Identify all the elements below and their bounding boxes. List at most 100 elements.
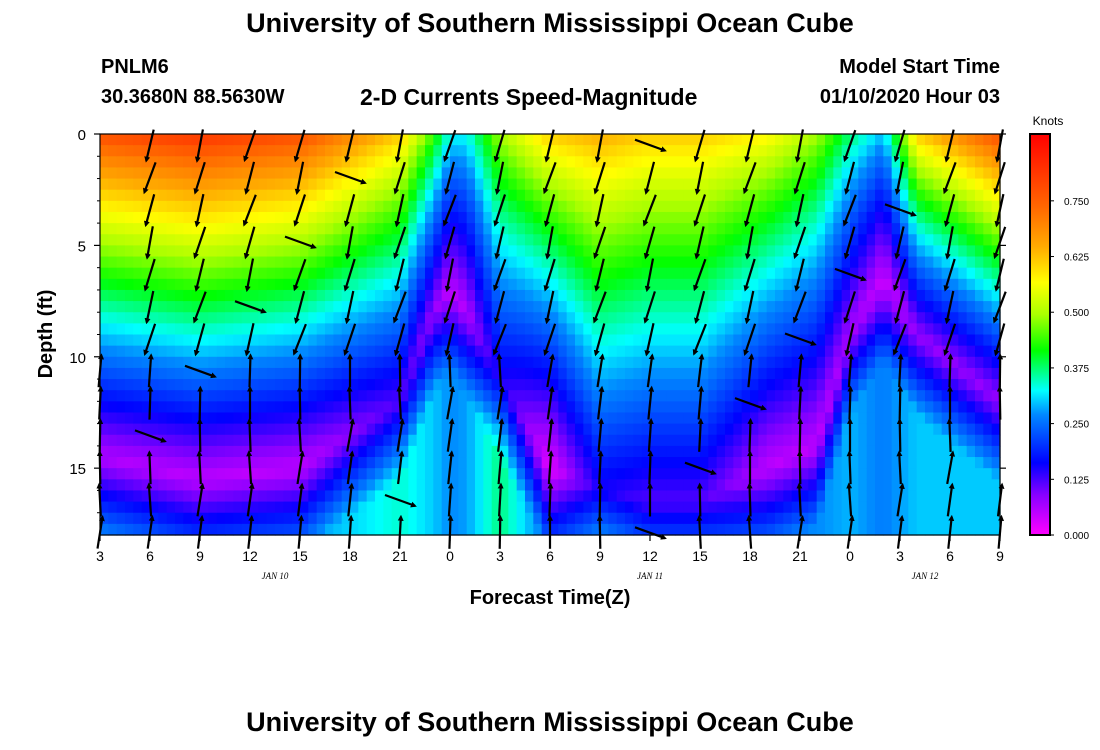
heatmap-cell bbox=[691, 390, 701, 402]
heatmap-cell bbox=[308, 412, 318, 425]
heatmap-cell bbox=[800, 145, 809, 157]
heatmap-cell bbox=[633, 301, 643, 313]
current-vector bbox=[893, 129, 906, 163]
heatmap-cell bbox=[325, 134, 334, 146]
heatmap-cell bbox=[791, 289, 801, 302]
heatmap-cell bbox=[575, 234, 584, 246]
heatmap-cell bbox=[416, 445, 426, 458]
heatmap-cell bbox=[666, 178, 676, 191]
heatmap-cell bbox=[116, 412, 126, 425]
colorbar-tick-label: 0.250 bbox=[1064, 420, 1089, 431]
heatmap-cell bbox=[900, 401, 909, 414]
heatmap-cell bbox=[400, 523, 409, 536]
heatmap-cell bbox=[933, 234, 943, 246]
heatmap-cell bbox=[283, 356, 293, 369]
heatmap-cell bbox=[758, 523, 768, 536]
heatmap-cell bbox=[225, 323, 234, 336]
heatmap-cell bbox=[425, 189, 434, 202]
heatmap-cell bbox=[900, 145, 909, 157]
heatmap-cell bbox=[108, 223, 118, 235]
heatmap-cell bbox=[558, 167, 568, 180]
heatmap-cell bbox=[533, 356, 543, 369]
heatmap-cell bbox=[358, 211, 368, 224]
heatmap-cell bbox=[233, 401, 243, 414]
heatmap-cell bbox=[991, 234, 1001, 246]
heatmap-cell bbox=[608, 178, 618, 191]
heatmap-cell bbox=[416, 334, 426, 347]
heatmap-cell bbox=[833, 401, 843, 414]
heatmap-cell bbox=[883, 323, 893, 336]
heatmap-cell bbox=[716, 445, 726, 458]
heatmap-cell bbox=[558, 289, 568, 302]
heatmap-cell bbox=[466, 267, 476, 280]
heatmap-cell bbox=[408, 323, 418, 336]
heatmap-cell bbox=[291, 445, 301, 458]
current-vector bbox=[346, 385, 353, 420]
heatmap-cell bbox=[483, 323, 493, 336]
current-vector bbox=[494, 290, 506, 325]
heatmap-cell bbox=[333, 289, 343, 302]
heatmap-cell bbox=[541, 234, 551, 246]
heatmap-cell bbox=[566, 289, 576, 302]
heatmap-cell bbox=[958, 167, 968, 180]
heatmap-cell bbox=[883, 501, 893, 514]
current-vector bbox=[684, 461, 717, 476]
heatmap-cell bbox=[316, 490, 326, 503]
heatmap-cell bbox=[858, 145, 868, 157]
heatmap-cell bbox=[433, 512, 443, 525]
heatmap-cell bbox=[400, 401, 409, 414]
heatmap-cell bbox=[216, 312, 226, 324]
heatmap-cell bbox=[600, 457, 609, 469]
heatmap-cell bbox=[358, 367, 368, 380]
heatmap-cell bbox=[583, 501, 593, 514]
heatmap-cell bbox=[941, 512, 951, 525]
heatmap-cell bbox=[125, 156, 134, 169]
heatmap-cell bbox=[908, 256, 918, 269]
heatmap-cell bbox=[875, 223, 884, 235]
heatmap-cell bbox=[375, 356, 384, 369]
x-tick-label: 0 bbox=[446, 548, 454, 564]
heatmap-cell bbox=[341, 523, 351, 536]
heatmap-cell bbox=[491, 256, 501, 269]
heatmap-cell bbox=[100, 289, 109, 302]
heatmap-cell bbox=[858, 278, 868, 291]
heatmap-cell bbox=[325, 211, 334, 224]
heatmap-cell bbox=[516, 301, 526, 313]
heatmap-cell bbox=[191, 189, 201, 202]
heatmap-cell bbox=[466, 256, 476, 269]
current-vector bbox=[896, 514, 905, 549]
heatmap-cell bbox=[775, 301, 784, 313]
heatmap-cell bbox=[141, 367, 151, 380]
heatmap-cell bbox=[725, 211, 734, 224]
heatmap-cell bbox=[550, 134, 559, 146]
heatmap-cell bbox=[183, 379, 193, 391]
heatmap-cell bbox=[541, 211, 551, 224]
heatmap-cell bbox=[183, 189, 193, 202]
heatmap-cell bbox=[716, 156, 726, 169]
heatmap-cell bbox=[366, 200, 376, 213]
heatmap-cell bbox=[941, 178, 951, 191]
heatmap-cell bbox=[350, 234, 359, 246]
heatmap-cell bbox=[925, 412, 934, 425]
heatmap-cell bbox=[658, 156, 668, 169]
heatmap-cell bbox=[333, 356, 343, 369]
x-tick-label: 6 bbox=[946, 548, 954, 564]
heatmap-cell bbox=[375, 145, 384, 157]
heatmap-cell bbox=[741, 390, 751, 402]
heatmap-cell bbox=[366, 167, 376, 180]
heatmap-cell bbox=[225, 445, 234, 458]
heatmap-cell bbox=[175, 145, 184, 157]
heatmap-cell bbox=[466, 234, 476, 246]
heatmap-cell bbox=[850, 345, 859, 358]
heatmap-cell bbox=[508, 278, 518, 291]
heatmap-cell bbox=[475, 423, 484, 436]
heatmap-cell bbox=[441, 245, 451, 258]
heatmap-cell bbox=[275, 468, 284, 480]
heatmap-cell bbox=[775, 356, 784, 369]
heatmap-cell bbox=[950, 267, 959, 280]
heatmap-cell bbox=[250, 323, 259, 336]
heatmap-cell bbox=[716, 245, 726, 258]
heatmap-cell bbox=[933, 445, 943, 458]
heatmap-cell bbox=[883, 390, 893, 402]
heatmap-cell bbox=[558, 401, 568, 414]
